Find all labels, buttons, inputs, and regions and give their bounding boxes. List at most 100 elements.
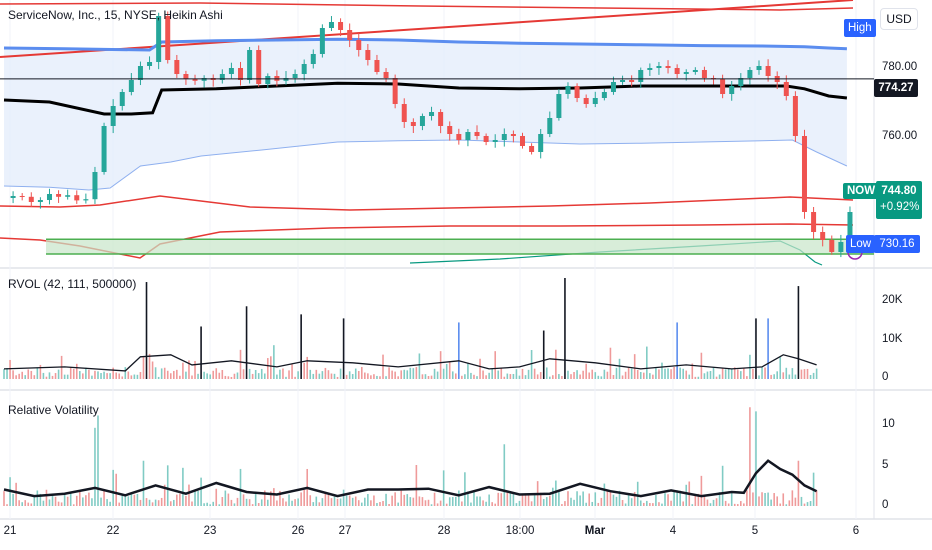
candle-body (274, 76, 280, 81)
candle-body (456, 134, 462, 140)
candle-body (46, 194, 52, 200)
time-axis-label: 4 (669, 525, 677, 537)
price-pane[interactable] (0, 0, 874, 266)
time-axis-label: 23 (203, 525, 217, 537)
red-envelope-top (0, 2, 854, 11)
candle-body (529, 146, 535, 152)
candle-body (510, 134, 516, 136)
candle-body (747, 70, 753, 78)
candle-body (228, 68, 234, 74)
volatility-title: Relative Volatility (8, 403, 99, 417)
candle-body (356, 40, 362, 50)
candle-body (629, 80, 635, 82)
time-axis-label: 26 (291, 525, 305, 537)
candle-body (147, 62, 153, 66)
candle-body (174, 60, 180, 74)
candle-body (474, 132, 480, 136)
time-axis-label: 28 (437, 525, 451, 537)
candle-body (620, 80, 626, 82)
candle-body (137, 66, 143, 80)
candle-body (847, 212, 853, 242)
support-zone (46, 239, 874, 254)
now-price-change: +0.92% (880, 201, 920, 213)
volatility-axis-tick-0: 0 (882, 499, 889, 511)
candle-body (156, 16, 162, 62)
volatility-line (3, 459, 818, 498)
candle-body (547, 118, 553, 134)
now-price-value: 744.80 (881, 185, 917, 197)
low-tag: Low (846, 235, 876, 253)
candle-body (219, 74, 225, 80)
candle-body (701, 70, 707, 78)
candle-body (338, 22, 344, 30)
volatility-pane[interactable] (3, 407, 818, 506)
now-price-tag: 744.80 +0.92% (876, 181, 922, 219)
candle-body (165, 16, 171, 60)
band-fill (4, 39, 847, 191)
candle-body (365, 50, 371, 60)
now-symbol-tag: NOW (843, 183, 880, 199)
rvol-axis-tick-10k: 10K (882, 333, 903, 345)
candle-body (65, 195, 71, 197)
rvol-average-line (3, 354, 817, 372)
candle-body (829, 240, 835, 252)
candle-body (729, 86, 735, 94)
rvol-axis-tick-20k: 20K (882, 294, 903, 306)
candle-body (292, 74, 298, 78)
rvol-title: RVOL (42, 111, 500000) (8, 277, 137, 291)
candle-body (101, 126, 107, 172)
candle-body (565, 86, 571, 94)
candle-body (383, 72, 389, 78)
time-axis-label: 5 (751, 525, 759, 537)
low-price-tag: 730.16 (874, 235, 920, 253)
candle-body (556, 94, 562, 118)
chart-title: ServiceNow, Inc., 15, NYSE, Heikin Ashi (8, 8, 223, 22)
vwap-line (3, 81, 848, 116)
candle-body (483, 136, 489, 142)
time-axis-label: Mar (584, 525, 606, 537)
candle-body (401, 104, 407, 122)
candle-body (37, 200, 43, 202)
candle-body (374, 60, 380, 72)
candle-body (265, 76, 271, 84)
candle-body (238, 68, 244, 80)
candle-body (592, 98, 598, 104)
candle-body (638, 70, 644, 82)
candle-body (665, 66, 671, 68)
candle-body (683, 72, 689, 74)
currency-button[interactable]: USD (880, 8, 918, 30)
volatility-axis-tick-10: 10 (882, 418, 895, 430)
candle-body (56, 194, 62, 197)
candle-body (492, 140, 498, 142)
candle-body (438, 112, 444, 126)
candle-body (647, 68, 653, 70)
candle-body (583, 98, 589, 104)
candle-body (74, 195, 80, 201)
candle-body (301, 64, 307, 74)
candle-body (419, 116, 425, 126)
candle-body (410, 122, 416, 126)
candle-body (447, 126, 453, 134)
candle-body (128, 80, 134, 92)
rvol-axis-tick-0: 0 (882, 371, 889, 383)
candle-body (319, 28, 325, 54)
crosshair-price-label: 774.27 (874, 79, 918, 97)
candle-body (838, 242, 844, 252)
candle-body (574, 86, 580, 98)
rvol-pane[interactable] (3, 278, 818, 379)
candle-body (328, 22, 334, 28)
time-axis-label: 18:00 (505, 525, 535, 537)
candle-body (392, 78, 398, 104)
candle-body (519, 136, 525, 146)
candle-body (811, 212, 817, 232)
candle-body (429, 112, 435, 116)
high-tag: High (844, 19, 876, 37)
time-axis-label: 6 (852, 525, 860, 537)
candle-body (538, 134, 544, 152)
time-axis-label: 27 (338, 525, 352, 537)
candle-body (738, 78, 744, 86)
candle-body (501, 134, 507, 140)
candle-body (792, 96, 798, 136)
candle-body (310, 54, 316, 64)
candle-body (119, 92, 125, 106)
